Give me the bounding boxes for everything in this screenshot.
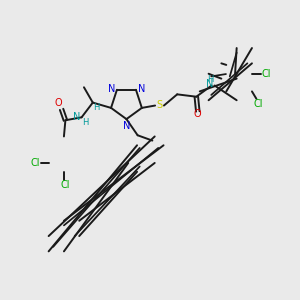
Text: O: O xyxy=(194,110,202,119)
Text: N: N xyxy=(123,121,130,130)
Text: S: S xyxy=(157,100,163,110)
Text: Cl: Cl xyxy=(30,158,40,168)
Text: Cl: Cl xyxy=(253,99,262,109)
Text: O: O xyxy=(55,98,62,109)
Text: Cl: Cl xyxy=(61,180,70,190)
Text: N: N xyxy=(108,84,115,94)
Text: H: H xyxy=(93,103,100,112)
Text: H: H xyxy=(82,118,88,127)
Text: N: N xyxy=(206,79,214,89)
Text: N: N xyxy=(138,84,145,94)
Text: N: N xyxy=(74,112,81,122)
Text: Cl: Cl xyxy=(262,69,272,79)
Text: H: H xyxy=(207,75,213,84)
